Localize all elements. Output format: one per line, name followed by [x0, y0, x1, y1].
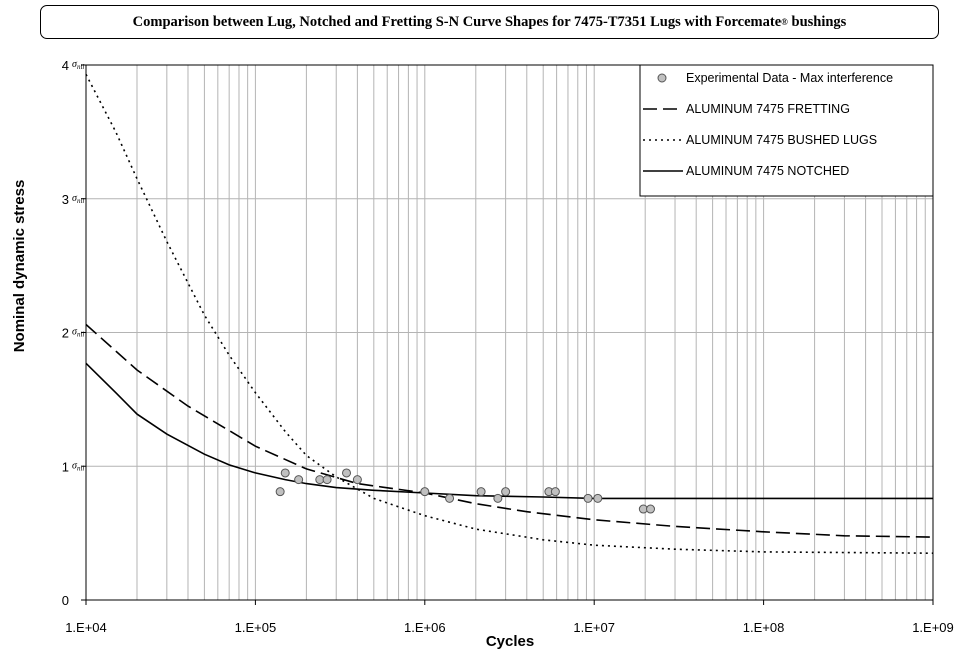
data-point-marker [294, 475, 304, 485]
series-line-solid [85, 362, 933, 500]
x-tick-label: 1.E+08 [743, 620, 785, 635]
x-tick-label: 1.E+06 [404, 620, 446, 635]
data-point-marker [493, 493, 503, 503]
y-axis-title: Nominal dynamic stress [11, 180, 28, 353]
data-point-marker [583, 493, 593, 503]
data-point-marker [322, 475, 332, 485]
legend-marker-symbol [657, 73, 667, 83]
data-point-marker [550, 487, 560, 497]
legend-label: ALUMINUM 7475 NOTCHED [686, 164, 849, 178]
data-point-marker [501, 487, 511, 497]
data-point-marker [342, 468, 352, 478]
legend-label: ALUMINUM 7475 BUSHED LUGS [686, 133, 877, 147]
y-tick-unit-symbol: σnil [72, 193, 84, 205]
x-axis-title: Cycles [486, 633, 534, 650]
y-tick-label: 2 [62, 326, 69, 341]
y-tick-label: 0 [62, 593, 69, 608]
x-tick-label: 1.E+04 [65, 620, 107, 635]
legend-box [639, 64, 934, 197]
x-axis-ticks: 1.E+04 1.E+05 1.E+06 1.E+07 1.E+08 1.E+09 [65, 600, 954, 635]
y-tick-unit-subscript: nil [77, 63, 84, 71]
y-tick-label: 1 [62, 459, 69, 474]
y-tick-label: 3 [62, 192, 69, 207]
x-tick-label: 1.E+05 [235, 620, 277, 635]
series-line-dashed [85, 323, 934, 538]
legend: Experimental Data - Max interference ALUM… [639, 64, 934, 197]
x-tick-label: 1.E+09 [912, 620, 954, 635]
data-point-marker [275, 487, 285, 497]
y-tick-unit-symbol: σnil [72, 59, 84, 71]
y-tick-unit-subscript: nil [77, 331, 84, 339]
y-tick-unit-subscript: nil [77, 464, 84, 472]
chart-title-tail: bushings [787, 13, 847, 30]
data-point-marker [646, 504, 656, 514]
chart-title-main: Comparison between Lug, Notched and Fret… [132, 13, 782, 30]
chart-title: Comparison between Lug, Notched and Fret… [40, 5, 939, 39]
legend-label: ALUMINUM 7475 FRETTING [686, 102, 850, 116]
registered-mark: ® [781, 17, 788, 27]
data-point-marker [280, 468, 290, 478]
legend-label: Experimental Data - Max interference [686, 71, 893, 85]
y-tick-label: 4 [62, 58, 69, 73]
data-point-marker [420, 487, 430, 497]
y-tick-unit-symbol: σnil [72, 460, 84, 472]
data-point-marker [593, 493, 603, 503]
data-point-marker [445, 493, 455, 503]
series-group [85, 74, 934, 554]
series-line-dotted [85, 74, 934, 554]
data-point-marker [476, 487, 486, 497]
y-tick-unit-symbol: σnil [72, 327, 84, 339]
x-tick-label: 1.E+07 [573, 620, 615, 635]
y-tick-unit-subscript: nil [77, 197, 84, 205]
data-point-marker [352, 475, 362, 485]
